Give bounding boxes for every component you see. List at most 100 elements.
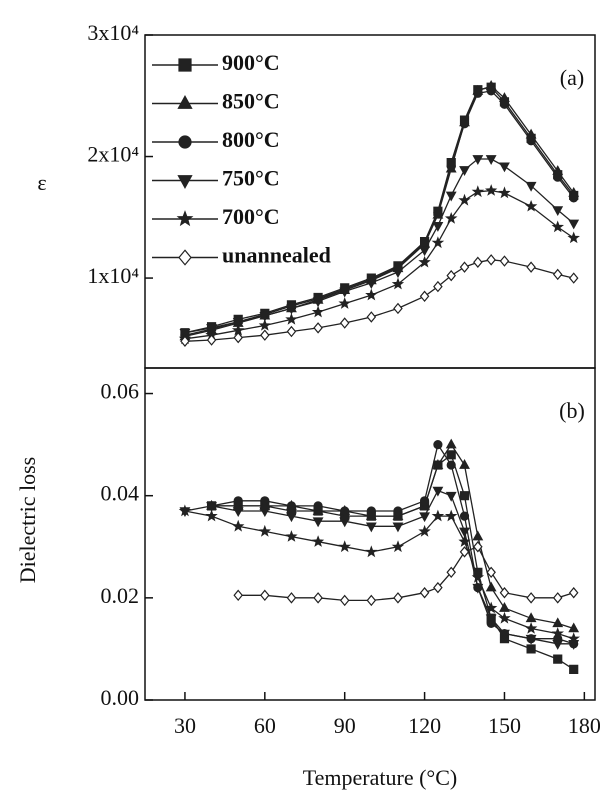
data-point bbox=[365, 279, 377, 289]
data-point bbox=[231, 519, 245, 532]
data-point bbox=[392, 268, 404, 279]
data-point bbox=[338, 540, 351, 553]
data-point bbox=[446, 566, 456, 579]
data-point bbox=[552, 592, 563, 604]
plot-frame bbox=[144, 367, 596, 701]
legend-label: unannealed bbox=[222, 243, 331, 268]
data-point bbox=[419, 496, 430, 506]
y-axis-label: Dielectric loss bbox=[15, 457, 40, 583]
y-axis-label: ε bbox=[37, 170, 46, 195]
data-point bbox=[339, 517, 351, 528]
data-point bbox=[473, 88, 483, 98]
y-tick-label: 0.02 bbox=[101, 583, 140, 608]
data-point bbox=[568, 587, 579, 599]
x-tick-label: 60 bbox=[254, 713, 276, 738]
data-point bbox=[526, 592, 536, 604]
data-point bbox=[286, 304, 297, 315]
data-point bbox=[365, 288, 378, 301]
data-point bbox=[311, 305, 325, 318]
data-point bbox=[499, 629, 510, 640]
legend-label: 900°C bbox=[222, 50, 280, 75]
data-point bbox=[433, 207, 443, 218]
data-point bbox=[459, 546, 470, 558]
data-point bbox=[486, 254, 496, 266]
data-point bbox=[553, 172, 563, 182]
data-point bbox=[568, 219, 580, 230]
data-point bbox=[340, 506, 350, 516]
data-point bbox=[393, 506, 403, 516]
data-point bbox=[432, 222, 444, 232]
data-point bbox=[526, 261, 536, 273]
data-point bbox=[391, 540, 405, 553]
data-point bbox=[418, 255, 431, 268]
data-point bbox=[459, 511, 470, 521]
legend-marker bbox=[178, 249, 192, 266]
data-point bbox=[499, 255, 510, 267]
data-point bbox=[285, 312, 298, 325]
data-point bbox=[471, 185, 485, 198]
data-point bbox=[552, 617, 564, 628]
data-point bbox=[338, 297, 351, 309]
data-point bbox=[459, 491, 470, 501]
data-point bbox=[233, 589, 243, 602]
legend-label: 750°C bbox=[222, 166, 280, 191]
data-point bbox=[260, 589, 270, 602]
data-point bbox=[180, 335, 190, 348]
y-tick-label: 0.04 bbox=[101, 481, 140, 506]
data-point bbox=[499, 162, 510, 173]
y-tick-label: 0.06 bbox=[101, 379, 140, 404]
data-point bbox=[525, 634, 537, 645]
data-point bbox=[432, 486, 444, 497]
data-point bbox=[567, 231, 580, 244]
data-point bbox=[311, 535, 325, 547]
data-point bbox=[459, 527, 470, 538]
data-point bbox=[552, 640, 564, 650]
panel-label: (a) bbox=[560, 65, 584, 90]
y-tick-label: 3x10⁴ bbox=[87, 20, 139, 45]
data-point bbox=[458, 193, 471, 206]
legend-marker bbox=[177, 95, 193, 109]
data-point bbox=[473, 256, 483, 269]
data-point bbox=[524, 199, 538, 212]
data-point bbox=[526, 136, 536, 146]
data-point bbox=[433, 440, 443, 450]
legend-marker bbox=[177, 175, 193, 189]
series-line bbox=[211, 443, 574, 630]
data-point bbox=[233, 496, 243, 506]
data-point bbox=[365, 522, 377, 533]
data-point bbox=[553, 654, 563, 664]
data-point bbox=[365, 545, 378, 558]
data-point bbox=[433, 280, 443, 293]
data-point bbox=[393, 592, 403, 604]
data-point bbox=[551, 627, 564, 639]
x-tick-label: 90 bbox=[334, 713, 356, 738]
data-point bbox=[313, 322, 323, 334]
data-point bbox=[444, 211, 458, 224]
data-point bbox=[459, 459, 470, 469]
data-point bbox=[391, 277, 405, 290]
data-point bbox=[471, 570, 485, 583]
data-point bbox=[552, 268, 563, 281]
data-point bbox=[312, 297, 324, 308]
data-point bbox=[433, 581, 443, 594]
data-point bbox=[446, 450, 456, 460]
data-point bbox=[419, 290, 430, 303]
data-point bbox=[259, 311, 271, 322]
data-point bbox=[313, 501, 323, 511]
data-point bbox=[206, 324, 217, 334]
data-point bbox=[445, 491, 457, 502]
data-point bbox=[431, 509, 445, 522]
data-point bbox=[233, 331, 243, 344]
data-point bbox=[258, 524, 272, 537]
data-point bbox=[286, 512, 297, 523]
data-point bbox=[498, 186, 511, 199]
y-tick-label: 1x10⁴ bbox=[87, 263, 139, 288]
data-point bbox=[446, 161, 456, 171]
series-line bbox=[184, 489, 574, 645]
data-point bbox=[419, 587, 430, 599]
data-point bbox=[260, 329, 270, 341]
data-point bbox=[486, 566, 496, 579]
data-point bbox=[524, 621, 538, 634]
data-point bbox=[486, 86, 496, 96]
legend-label: 700°C bbox=[222, 204, 280, 229]
